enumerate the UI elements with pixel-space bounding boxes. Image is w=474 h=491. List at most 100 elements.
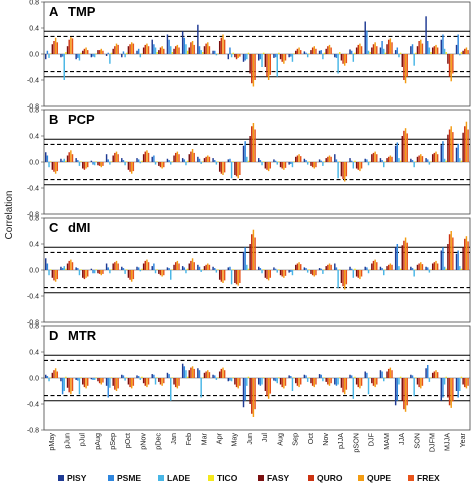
bar-d-lade-apr <box>215 378 218 380</box>
bar-c-frex-pjun <box>71 262 74 270</box>
bar-c-fasy-pmay <box>51 270 54 278</box>
bar-d-psme-aug <box>274 378 277 382</box>
bar-c-fasy-sep <box>295 264 297 270</box>
bar-c-pisy-paug <box>90 268 93 270</box>
x-tick-label: Feb <box>184 433 193 445</box>
y-tick-label: 0.4 <box>29 134 39 141</box>
bar-b-frex-year <box>467 129 469 162</box>
bar-a-pisy-pjul <box>75 54 77 60</box>
bar-c-tico-poct <box>126 269 128 270</box>
bar-b-quro-son <box>418 155 420 162</box>
bar-d-qupe-pjja <box>343 378 346 395</box>
bar-c-tico-paug <box>95 269 98 270</box>
bar-d-qupe-oct <box>313 378 315 388</box>
bar-b-tico-pjja <box>339 161 341 162</box>
legend-label: PSME <box>117 473 141 483</box>
bar-c-frex-mam <box>391 264 393 270</box>
bar-c-pisy-psep <box>105 263 108 270</box>
bar-a-pisy-pnov <box>136 50 138 54</box>
bar-c-quro-poct <box>129 270 131 280</box>
bar-b-lade-djf <box>367 162 370 166</box>
bar-a-tico-nov <box>323 52 326 54</box>
bar-b-quro-psep <box>114 152 116 162</box>
legend: PISY PSME LADE TICO FASY QURO QUPE FREX <box>58 473 440 483</box>
bar-a-pisy-jan <box>166 34 169 54</box>
bar-a-tico-djf <box>369 52 371 54</box>
bar-d-psme-oct <box>305 375 307 378</box>
bar-c-lade-mjja <box>443 266 446 270</box>
bar-a-pisy-jun <box>242 54 245 62</box>
bar-c-pisy-oct <box>303 267 306 270</box>
bar-d-quro-may <box>235 378 238 388</box>
bar-d-qupe-poct <box>130 378 133 389</box>
bar-b-lade-year <box>459 158 461 162</box>
bar-b-frex-jan <box>178 154 180 162</box>
bar-d-quro-mar <box>205 371 207 378</box>
bar-a-frex-pmay <box>56 42 59 54</box>
bar-a-tico-mjja <box>445 52 447 54</box>
bar-b-psme-sep <box>290 162 292 164</box>
bar-d-pisy-year <box>455 378 458 391</box>
bar-a-pisy-apr <box>212 50 214 54</box>
bar-c-psme-djf <box>366 267 368 270</box>
bar-b-frex-jul <box>269 162 272 169</box>
bar-c-quro-mam <box>387 264 390 270</box>
bar-c-tico-feb <box>186 268 189 270</box>
bar-a-qupe-psep <box>115 43 118 54</box>
bar-d-tico-pjun <box>65 376 67 378</box>
bar-c-psme-aug <box>274 268 277 270</box>
bar-b-frex-feb <box>193 152 195 162</box>
bar-a-tico-pdec <box>156 52 158 54</box>
bar-d-psme-psep <box>107 378 109 398</box>
bar-b-tico-djf <box>369 161 371 162</box>
bar-a-quro-year <box>464 48 466 54</box>
bar-c-qupe-pjun <box>70 259 72 270</box>
bar-c-frex-pmay <box>56 270 59 280</box>
bar-a-pisy-pjja <box>334 54 336 58</box>
bar-d-qupe-year <box>465 378 468 389</box>
bar-c-tico-jan <box>171 269 174 270</box>
bar-a-frex-jun <box>254 54 256 80</box>
bar-b-lade-mam <box>383 162 385 168</box>
bar-d-frex-mam <box>391 370 393 378</box>
bar-b-tico-mam <box>384 161 387 162</box>
y-tick-label: 0.0 <box>29 52 39 59</box>
bar-d-qupe-psep <box>115 378 118 391</box>
bar-c-quro-pjun <box>68 260 70 270</box>
bar-a-tico-may <box>232 52 234 54</box>
bar-c-frex-djf <box>376 262 378 270</box>
bar-b-fasy-aug <box>279 162 282 168</box>
bar-d-fasy-aug <box>279 378 282 385</box>
bar-d-tico-djf <box>369 377 371 378</box>
y-tick-label: 0.4 <box>29 350 39 357</box>
bar-d-qupe-nov <box>328 378 331 386</box>
bar-b-fasy-pjul <box>82 162 84 169</box>
bar-c-qupe-jun <box>252 229 255 270</box>
bar-b-pisy-pjun <box>60 158 62 162</box>
bar-a-qupe-djfm <box>435 44 437 54</box>
bar-b-psme-feb <box>183 159 186 162</box>
bar-c-lade-djfm <box>428 270 431 273</box>
bar-d-psme-feb <box>183 366 186 378</box>
bar-c-frex-paug <box>102 270 104 274</box>
y-tick-label: 0.8 <box>29 0 39 7</box>
bar-d-fasy-may <box>234 378 236 385</box>
bar-a-frex-jan <box>178 47 180 54</box>
bar-b-frex-pjja <box>345 162 348 177</box>
bar-b-quro-pjun <box>68 152 70 162</box>
bar-a-frex-feb <box>193 44 195 54</box>
legend-swatch <box>308 475 314 481</box>
bar-c-pisy-apr <box>212 266 214 270</box>
bar-c-lade-mar <box>200 270 202 272</box>
bar-b-qupe-nov <box>328 155 331 162</box>
bar-a-frex-mar <box>208 46 211 54</box>
bar-a-qupe-pnov <box>146 43 148 54</box>
bar-c-fasy-mar <box>203 266 206 270</box>
y-tick-label: 0.8 <box>29 108 39 115</box>
bar-a-pisy-pdec <box>151 39 153 54</box>
bar-b-fasy-poct <box>127 162 130 170</box>
bar-b-quro-mjja <box>448 129 451 162</box>
bar-c-pisy-sep <box>288 270 290 273</box>
bar-c-frex-pjja <box>345 270 348 285</box>
bar-a-quro-jun <box>251 54 253 84</box>
